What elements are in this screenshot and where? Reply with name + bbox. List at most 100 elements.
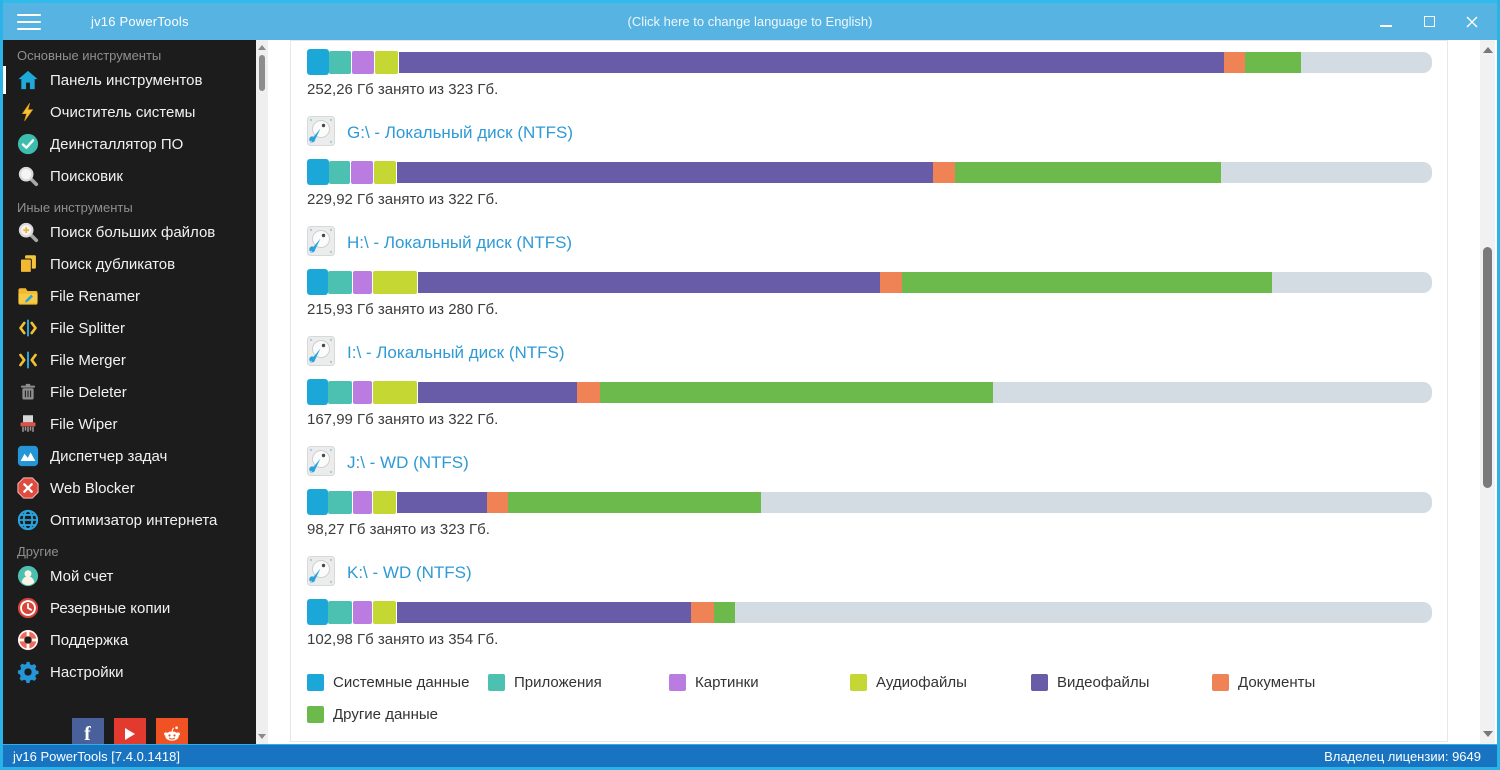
scroll-up-icon[interactable] [1482,47,1493,53]
sidebar-item-support[interactable]: Поддержка [3,624,256,656]
merge-icon [16,348,40,372]
sidebar-scrollbar[interactable] [256,40,268,744]
sidebar-item-label: Поиск дубликатов [50,255,176,273]
drive-title[interactable]: I:\ - Локальный диск (NTFS) [347,343,565,362]
main-scrollbar[interactable] [1480,40,1495,744]
bar-segment-other [508,491,762,513]
sidebar-item-label: Поисковик [50,167,123,185]
drive-usage-text: 215,93 Гб занято из 280 Гб. [307,301,499,318]
sidebar-item-file-splitter[interactable]: File Splitter [3,312,256,344]
sidebar-section-label: Основные инструменты [17,48,162,63]
sidebar-item-label: Настройки [50,663,124,681]
bar-segment-system [307,489,329,515]
drive-block: H:\ - Локальный диск (NTFS) 215,93 Гб зан… [307,225,1432,318]
hdd-icon [307,335,335,371]
sidebar-item-task-manager[interactable]: Диспетчер задач [3,440,256,472]
sidebar-item-find-duplicates[interactable]: Поиск дубликатов [3,248,256,280]
sidebar-item-find-large-files[interactable]: Поиск больших файлов [3,216,256,248]
bar-segment-pictures [351,160,374,184]
hamburger-menu-icon[interactable] [17,13,41,30]
sidebar-item-software-uninstaller[interactable]: Деинсталлятор ПО [3,128,256,160]
bar-segment-documents [1223,51,1246,73]
check-circle-icon [16,132,40,156]
sidebar-item-label: File Merger [50,351,126,369]
drive-title[interactable]: G:\ - Локальный диск (NTFS) [347,123,574,142]
bar-segment-pictures [353,490,373,514]
scroll-down-icon[interactable] [258,734,266,739]
bar-segment-apps [328,270,352,294]
legend-label: Системные данные [333,673,470,691]
minimize-button[interactable] [1379,15,1393,29]
bar-segment-pictures [353,600,373,624]
legend: Системные данные Приложения Картинки Аудиоф… [307,673,1432,737]
sidebar-item-label: Диспетчер задач [50,447,168,465]
drive-block: G:\ - Локальный диск (NTFS) 229,92 Гб зан… [307,115,1432,208]
main-scrollbar-thumb[interactable] [1483,247,1492,488]
bar-segment-free [761,491,1432,513]
sidebar-item-label: Web Blocker [50,479,135,497]
sidebar-scrollbar-thumb[interactable] [259,55,265,91]
block-icon [16,476,40,500]
lifebuoy-icon [16,628,40,652]
scroll-up-icon[interactable] [258,45,266,50]
legend-label: Документы [1238,673,1316,691]
reddit-icon[interactable] [155,718,188,744]
gear-icon [16,660,40,684]
drive-title[interactable]: H:\ - Локальный диск (NTFS) [347,233,573,252]
legend-item-audio: Аудиофайлы [850,673,1031,691]
hdd-icon [307,555,335,591]
sidebar-item-dashboard[interactable]: Панель инструментов [3,64,256,96]
bar-segment-system [307,159,329,185]
bar-segment-documents [486,491,508,513]
drive-header: H:\ - Локальный диск (NTFS) [307,225,1432,258]
sidebar-item-web-blocker[interactable]: Web Blocker [3,472,256,504]
youtube-icon[interactable] [113,718,146,744]
sidebar-item-file-renamer[interactable]: File Renamer [3,280,256,312]
sidebar-item-label: File Wiper [50,415,118,433]
sidebar-item-label: File Renamer [50,287,141,305]
drive-usage-text: 98,27 Гб занято из 323 Гб. [307,521,490,538]
bar-segment-apps [328,160,351,184]
sidebar-item-finder[interactable]: Поисковик [3,160,256,192]
scroll-down-icon[interactable] [1482,731,1493,737]
facebook-icon[interactable]: f [71,718,104,744]
bar-segment-apps [328,600,352,624]
bar-segment-pictures [353,380,373,404]
sidebar-item-my-account[interactable]: Мой счет [3,560,256,592]
bar-segment-other [600,381,993,403]
minimize-icon [1380,24,1392,27]
bar-segment-audio [374,160,397,184]
bar-segment-video [398,51,1224,73]
sidebar-item-label: Панель инструментов [50,71,203,89]
sidebar-item-backups[interactable]: Резервные копии [3,592,256,624]
sidebar-item-system-cleaner[interactable]: Очиститель системы [3,96,256,128]
social-links: f [71,718,188,744]
close-button[interactable] [1465,15,1479,29]
sidebar: Основные инструменты Панель инструментов О… [3,40,256,744]
bar-segment-documents [932,161,956,183]
hdd-icon [307,115,335,151]
sidebar-item-internet-optimizer[interactable]: Оптимизатор интернета [3,504,256,536]
bar-segment-free [1220,161,1432,183]
bar-segment-apps [328,380,352,404]
maximize-icon [1423,16,1435,27]
legend-label: Другие данные [333,705,438,723]
maximize-button[interactable] [1422,15,1436,29]
sidebar-item-label: Поиск больших файлов [50,223,216,241]
sidebar-item-settings[interactable]: Настройки [3,656,256,688]
sidebar-item-file-wiper[interactable]: File Wiper [3,408,256,440]
sidebar-item-file-deleter[interactable]: File Deleter [3,376,256,408]
bar-segment-system [307,379,329,405]
bar-segment-audio [373,270,417,294]
status-bar: jv16 PowerTools [7.4.0.1418] Владелец ли… [3,744,1497,767]
sidebar-item-file-merger[interactable]: File Merger [3,344,256,376]
drive-title[interactable]: K:\ - WD (NTFS) [347,563,472,582]
shredder-icon [16,412,40,436]
bar-segment-other [713,601,736,623]
search-plus-icon [16,220,40,244]
change-language-link[interactable]: (Click here to change language to Englis… [627,14,873,29]
sidebar-section-label: Другие [17,544,59,559]
drive-title[interactable]: J:\ - WD (NTFS) [347,453,469,472]
drive-usage-text: 102,98 Гб занято из 354 Гб. [307,631,499,648]
